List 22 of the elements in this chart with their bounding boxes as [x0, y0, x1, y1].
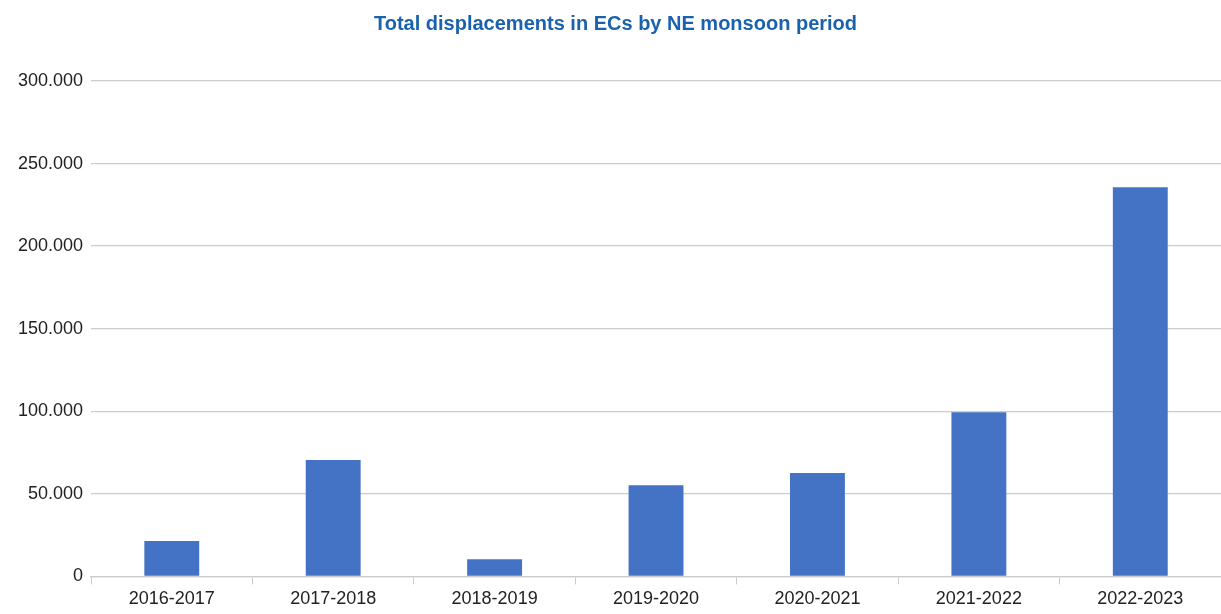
- x-tick-label: 2020-2021: [774, 588, 861, 609]
- x-tick-label: 2016-2017: [128, 588, 215, 609]
- bar: [790, 473, 845, 576]
- bar: [144, 540, 200, 576]
- bar: [305, 459, 361, 576]
- y-tick-label: 250.000: [17, 152, 84, 173]
- y-tick-label: 200.000: [17, 235, 84, 256]
- bar: [467, 559, 523, 576]
- y-tick-label: 100.000: [17, 400, 84, 421]
- x-tick-label: 2017-2018: [290, 588, 377, 609]
- bar: [628, 485, 684, 576]
- bar: [951, 412, 1007, 576]
- chart-title: Total displacements in ECs by NE monsoon period: [373, 11, 858, 34]
- x-tick-label: 2021-2022: [935, 588, 1022, 609]
- bar: [1112, 187, 1168, 576]
- x-tick-label: 2022-2023: [1097, 588, 1184, 609]
- x-tick-label: 2019-2020: [612, 588, 700, 609]
- y-tick-label: 50.000: [28, 482, 84, 503]
- y-tick-label: 150.000: [17, 317, 84, 338]
- y-tick-label: 0: [73, 565, 84, 586]
- y-tick-label: 300.000: [17, 69, 84, 90]
- x-tick-label: 2018-2019: [451, 588, 538, 609]
